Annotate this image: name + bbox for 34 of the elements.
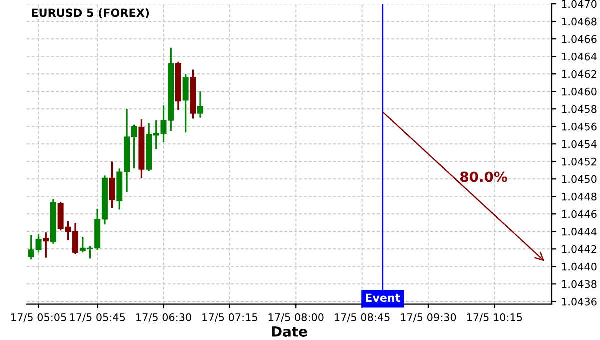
y-tick-label: 1.0470	[562, 0, 597, 8]
y-tick-label: 1.0466	[562, 35, 597, 44]
candlestick	[198, 92, 204, 118]
x-tick-label: 17/5 08:45	[335, 314, 390, 322]
x-tick-label: 17/5 08:00	[268, 314, 324, 322]
y-tick-label: 1.0460	[562, 88, 597, 96]
x-tick-label: 17/5 06:30	[136, 314, 192, 322]
y-tick-label: 1.0456	[562, 122, 597, 131]
y-tick-label: 1.0436	[562, 298, 597, 306]
y-tick-label: 1.0442	[562, 245, 596, 254]
chart-title: EURUSD 5 (FOREX)	[32, 8, 150, 18]
y-tick-label: 1.0450	[562, 175, 597, 184]
x-axis-title: Date	[272, 326, 308, 337]
x-tick-label: 17/5 05:05	[12, 314, 66, 322]
y-tick-label: 1.0448	[562, 192, 597, 201]
candlestick	[182, 74, 189, 133]
x-tick-label: 17/5 10:15	[467, 314, 522, 322]
y-tick-label: 1.0464	[562, 52, 597, 61]
candlestick	[43, 232, 50, 258]
ref-line-label: Event	[366, 294, 400, 302]
x-tick-label: 17/5 05:45	[70, 314, 126, 322]
y-tick-label: 1.0458	[562, 105, 597, 114]
y-tick-label: 1.0444	[562, 228, 597, 236]
x-tick-label: 17/5 07:15	[202, 314, 258, 322]
x-tick-label: 17/5 09:30	[401, 314, 456, 322]
annotation: 80.0%	[460, 172, 508, 182]
y-tick-label: 1.0440	[562, 262, 597, 271]
candlestick	[109, 162, 116, 208]
y-tick-label: 1.0446	[562, 210, 597, 218]
y-tick-label: 1.0452	[562, 158, 596, 166]
y-tick-label: 1.0454	[562, 140, 597, 148]
y-tick-label: 1.0438	[562, 280, 597, 288]
y-tick-label: 1.0462	[562, 70, 596, 78]
y-tick-label: 1.0468	[562, 18, 597, 26]
